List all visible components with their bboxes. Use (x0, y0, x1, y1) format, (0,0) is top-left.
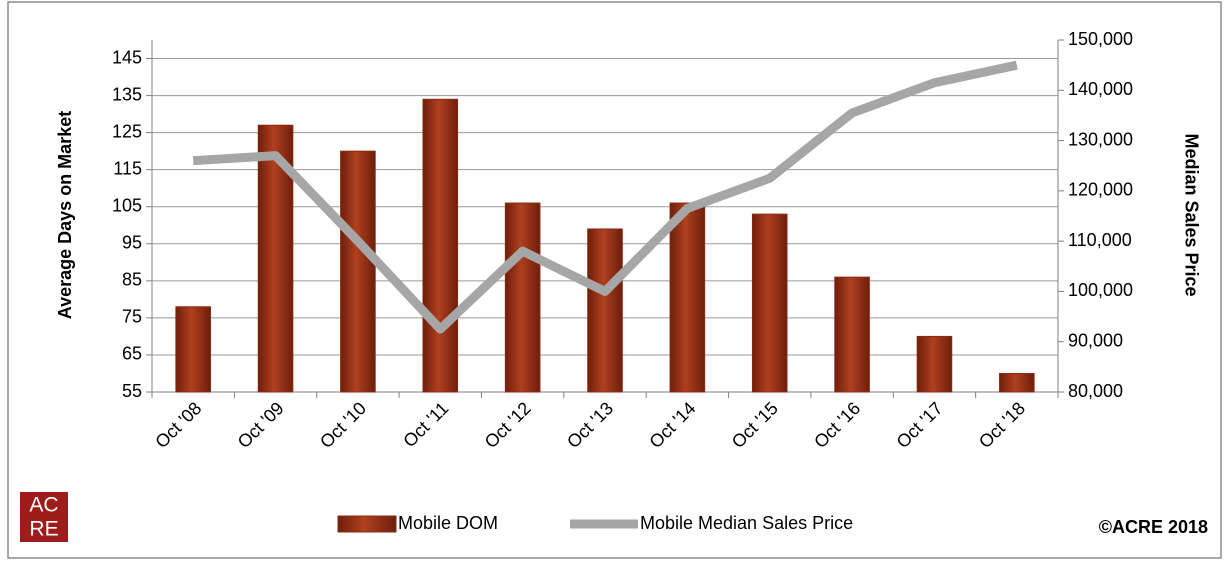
legend-swatch (337, 515, 397, 533)
y-tick-label: 115 (113, 158, 142, 178)
logo-text: AC (29, 494, 58, 517)
copyright: ©ACRE 2018 (1099, 517, 1208, 537)
legend-label: Mobile Median Sales Price (640, 513, 853, 533)
y-tick-label: 105 (112, 195, 142, 215)
x-tick-label: Oct '17 (893, 398, 947, 452)
bar (834, 276, 870, 393)
bar (422, 98, 459, 393)
x-tick-label: Oct '10 (316, 398, 370, 452)
x-tick-label: Oct '13 (563, 398, 617, 452)
y2-tick-label: 130,000 (1068, 129, 1133, 149)
y2-tick-label: 90,000 (1068, 330, 1123, 350)
y2-tick-label: 80,000 (1068, 381, 1123, 401)
y2-tick-label: 110,000 (1068, 230, 1132, 250)
bar (916, 335, 953, 393)
y2-tick-label: 140,000 (1068, 79, 1133, 99)
bar (751, 213, 788, 393)
bar (504, 202, 541, 393)
legend-label: Mobile DOM (398, 513, 498, 533)
y-tick-label: 75 (122, 307, 142, 327)
x-tick-label: Oct '14 (645, 398, 699, 452)
y-tick-label: 95 (122, 233, 142, 253)
x-tick-label: Oct '15 (728, 398, 782, 452)
logo (20, 492, 68, 542)
x-tick-label: Oct '08 (151, 398, 205, 452)
x-tick-label: Oct '09 (234, 398, 288, 452)
y-tick-label: 125 (112, 121, 142, 141)
x-tick-label: Oct '11 (399, 398, 452, 451)
logo-text: RE (29, 518, 58, 541)
bar (587, 228, 623, 393)
y-tick-label: 55 (122, 381, 142, 401)
y-tick-label: 145 (112, 47, 142, 67)
bar (999, 372, 1035, 393)
y-tick-label: 85 (122, 270, 142, 290)
y-tick-label: 135 (112, 84, 142, 104)
y-tick-label: 65 (122, 344, 142, 364)
frame (7, 1, 1222, 559)
x-tick-label: Oct '12 (481, 398, 535, 452)
y2-axis-label: Median Sales Price (1181, 133, 1201, 296)
bar (175, 306, 211, 393)
y-axis-label: Average Days on Market (55, 111, 75, 319)
x-tick-label: Oct '18 (975, 398, 1029, 452)
x-tick-label: Oct '16 (810, 398, 864, 452)
line (192, 60, 1018, 334)
bar (340, 150, 376, 393)
y2-tick-label: 120,000 (1068, 180, 1133, 200)
y2-tick-label: 100,000 (1068, 280, 1133, 300)
y2-tick-label: 150,000 (1068, 29, 1133, 49)
bar (669, 202, 706, 393)
